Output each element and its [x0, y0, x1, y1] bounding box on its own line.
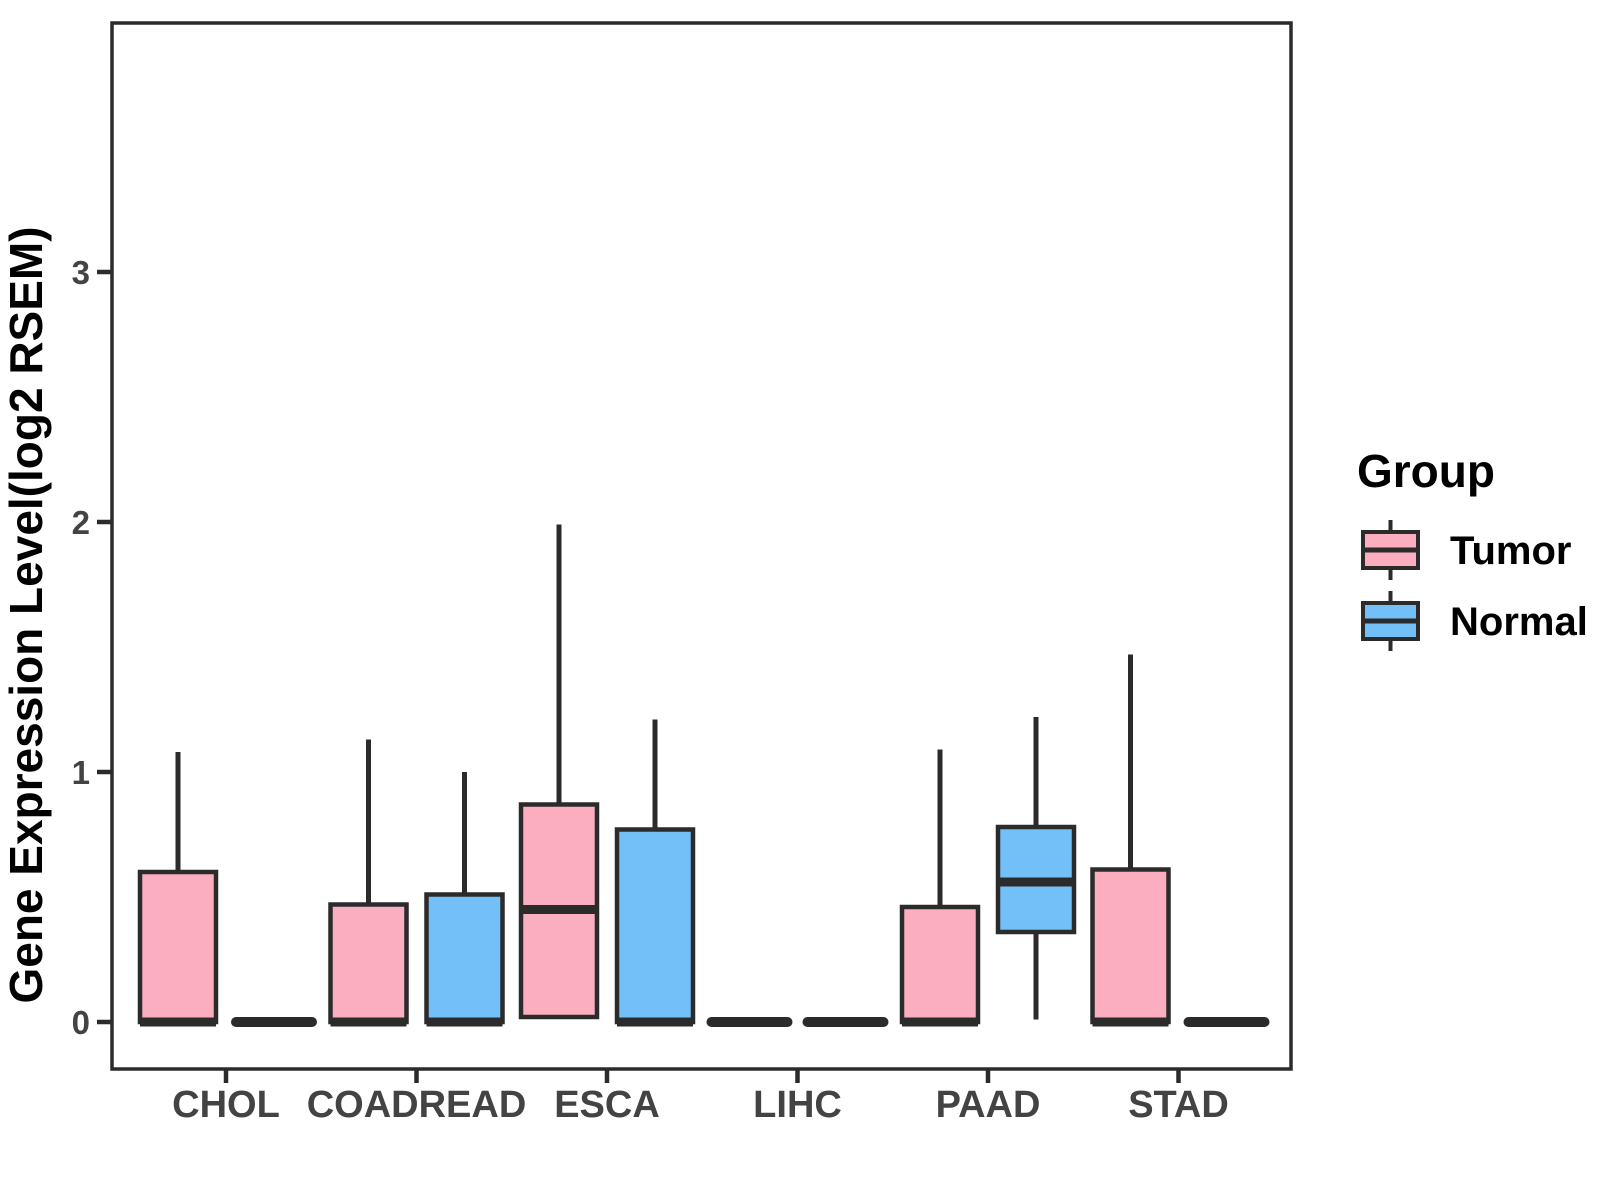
legend-key-normal [1361, 591, 1420, 651]
chart-generated-layer: 0 1 2 3 CHOL COADREAD ESCA LIHC PAAD STAD [72, 21, 1293, 1126]
legend-label-tumor: Tumor [1450, 529, 1571, 573]
box-rect [899, 904, 981, 1025]
box-tumor-esca [518, 524, 600, 1020]
box-rect [614, 827, 696, 1025]
x-tick-label-paad: PAAD [936, 1084, 1041, 1126]
box-tumor-coadread [328, 739, 409, 1027]
legend-label-normal: Normal [1450, 600, 1588, 644]
box-tumor-stad [1090, 654, 1171, 1027]
y-tick-label-3: 3 [72, 254, 90, 291]
y-tick-label-2: 2 [72, 504, 90, 541]
legend-title: Group [1357, 445, 1495, 497]
x-tick-label-stad: STAD [1128, 1084, 1229, 1126]
box-normal-paad [995, 717, 1077, 1020]
x-tick-label-chol: CHOL [172, 1084, 280, 1126]
box-normal-coadread [424, 772, 505, 1027]
box-tumor-chol [137, 752, 219, 1027]
legend-keys [1361, 520, 1420, 651]
box-normal-esca [614, 719, 696, 1027]
box-rect [1090, 867, 1171, 1025]
y-axis-title: Gene Expression Level(log2 RSEM) [0, 226, 52, 1003]
box-rect [137, 869, 219, 1025]
box-tumor-paad [899, 749, 981, 1027]
y-tick-label-0: 0 [72, 1004, 90, 1041]
legend: Group Tumor Normal [1357, 445, 1588, 651]
y-tick-label-1: 1 [72, 754, 90, 791]
x-tick-label-esca: ESCA [554, 1084, 660, 1126]
box-rect [328, 902, 409, 1025]
box-rect [424, 892, 505, 1025]
legend-key-tumor [1361, 520, 1420, 580]
x-tick-label-lihc: LIHC [753, 1084, 842, 1126]
x-tick-label-coadread: COADREAD [307, 1084, 527, 1126]
